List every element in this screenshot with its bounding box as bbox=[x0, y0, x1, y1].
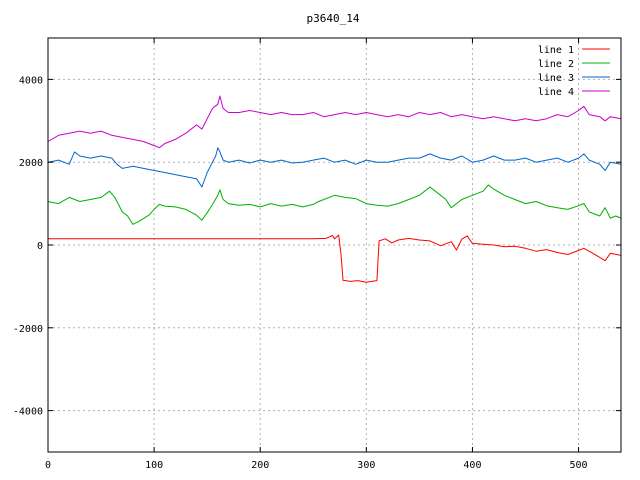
series-line-3 bbox=[47, 147, 622, 188]
x-tick-label: 200 bbox=[251, 460, 269, 471]
legend-label: line 3 bbox=[538, 73, 574, 84]
y-tick-label: 2000 bbox=[19, 158, 43, 169]
y-tick-label: 0 bbox=[37, 241, 43, 252]
series-line-2 bbox=[47, 184, 622, 225]
series-line-4 bbox=[47, 95, 622, 149]
y-tick-label: -2000 bbox=[13, 324, 43, 335]
series-layer bbox=[47, 95, 622, 283]
x-tick-label: 500 bbox=[570, 460, 588, 471]
series-line-1 bbox=[48, 234, 622, 283]
legend: line 1 line 2 line 3 line 4 bbox=[538, 45, 610, 98]
legend-label: line 2 bbox=[538, 59, 574, 70]
x-tick-label: 0 bbox=[45, 460, 51, 471]
axis-ticks: 0 100 200 300 400 500 -4000 -2000 0 2000 4000 bbox=[13, 38, 621, 471]
chart-title: p3640_14 bbox=[307, 12, 360, 25]
x-tick-label: 300 bbox=[357, 460, 375, 471]
legend-label: line 1 bbox=[538, 45, 574, 56]
y-tick-label: -4000 bbox=[13, 407, 43, 418]
x-tick-label: 100 bbox=[145, 460, 163, 471]
legend-label: line 4 bbox=[538, 87, 574, 98]
y-tick-label: 4000 bbox=[19, 75, 43, 86]
x-tick-label: 400 bbox=[463, 460, 481, 471]
grid-lines bbox=[48, 38, 621, 452]
